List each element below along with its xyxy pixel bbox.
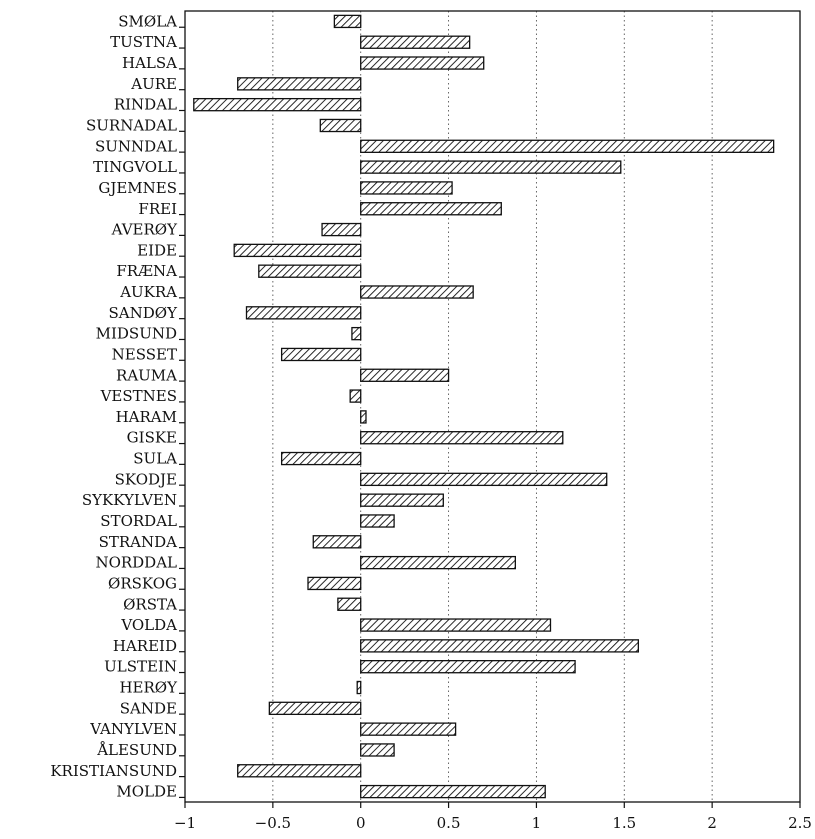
x-tick-label: 2 <box>707 814 717 832</box>
category-label: VANYLVEN <box>89 720 177 738</box>
bar-haram <box>360 410 367 424</box>
x-tick-label: 0 <box>356 814 366 832</box>
category-label: EIDE <box>137 241 177 259</box>
category-label: NESSET <box>112 345 177 363</box>
category-label: HERØY <box>119 679 178 697</box>
bar-aukra <box>360 285 474 299</box>
bar-hareid <box>360 639 639 653</box>
plot-frame <box>184 10 801 803</box>
category-label: STRANDA <box>99 533 178 551</box>
bar-ålesund <box>360 743 395 757</box>
bar-giske <box>360 431 564 445</box>
category-label: RINDAL <box>114 96 177 114</box>
category-label: TINGVOLL <box>93 158 177 176</box>
bar-rindal <box>193 97 362 112</box>
bar-herøy <box>356 680 362 695</box>
category-label: GJEMNES <box>98 179 177 197</box>
bar-sandøy <box>245 306 362 320</box>
x-tick-label: −0.5 <box>255 814 291 832</box>
bar-molde <box>360 784 546 799</box>
bar-vanylven <box>360 722 457 736</box>
bar-sykkylven <box>360 493 444 507</box>
bar-eide <box>233 243 362 258</box>
bar-tustna <box>360 35 471 49</box>
category-label: HARAM <box>116 408 177 426</box>
bar-tingvoll <box>360 160 622 174</box>
bar-ulstein <box>360 660 576 674</box>
category-label: TUSTNA <box>110 33 177 51</box>
category-label: HALSA <box>122 54 177 72</box>
category-label: SMØLA <box>118 12 177 30</box>
bar-stranda <box>312 535 362 549</box>
bar-halsa <box>360 56 485 70</box>
bar-norddal <box>360 555 516 570</box>
category-label: SKODJE <box>115 470 177 488</box>
category-labels: SMØLA TUSTNA HALSA AURE RINDAL SURNADAL SUNNDA… <box>50 12 178 800</box>
bar-stordal <box>360 514 395 528</box>
bar-rauma <box>360 368 450 382</box>
category-label: SANDØY <box>109 304 179 322</box>
category-label: AUKRA <box>119 283 177 301</box>
bars <box>193 14 775 799</box>
x-tick-labels: −1 −0.5 0 0.5 1 1.5 2 2.5 <box>174 814 812 832</box>
category-label: VESTNES <box>100 387 177 405</box>
bar-aure <box>237 77 362 91</box>
bar-nesset <box>280 347 362 362</box>
bar-smøla <box>333 14 362 29</box>
category-label: SANDE <box>120 699 177 717</box>
category-label: AVERØY <box>111 221 178 239</box>
category-label: SYKKYLVEN <box>82 491 177 509</box>
category-label: FRÆNA <box>116 262 177 280</box>
bar-surnadal <box>319 118 362 133</box>
category-label: FREI <box>138 200 177 218</box>
category-label: SULA <box>133 450 177 468</box>
category-label: SURNADAL <box>86 116 177 134</box>
x-tick-label: 1 <box>532 814 542 832</box>
bar-ørskog <box>307 576 362 591</box>
bar-vestnes <box>349 389 362 403</box>
category-label: MIDSUND <box>96 325 177 343</box>
bar-ørsta <box>337 597 362 611</box>
x-tick-label: −1 <box>174 814 196 832</box>
bar-sula <box>280 451 362 466</box>
x-tick-label: 0.5 <box>437 814 461 832</box>
category-label: ØRSTA <box>123 595 177 613</box>
category-label: MOLDE <box>116 783 177 801</box>
bar-midsund <box>351 326 362 341</box>
category-label: RAUMA <box>116 366 177 384</box>
category-label: KRISTIANSUND <box>50 762 177 780</box>
bar-sunndal <box>360 139 775 153</box>
bar-averøy <box>321 222 362 237</box>
x-tick-label: 1.5 <box>612 814 636 832</box>
bar-volda <box>360 618 552 632</box>
bar-fræna <box>258 264 362 278</box>
category-label: SUNNDAL <box>95 137 177 155</box>
bar-sande <box>268 701 362 716</box>
category-label: ÅLESUND <box>96 741 177 759</box>
bar-skodje <box>360 472 608 487</box>
category-label: HAREID <box>113 637 177 655</box>
category-label: VOLDA <box>120 616 177 634</box>
bar-frei <box>360 202 502 216</box>
bar-kristiansund <box>237 764 362 778</box>
category-label: STORDAL <box>100 512 177 530</box>
category-label: GISKE <box>127 429 177 447</box>
axis-ticks <box>179 26 801 808</box>
bar-gjemnes <box>360 181 453 195</box>
category-label: ØRSKOG <box>108 574 177 592</box>
category-label: NORDDAL <box>95 554 177 572</box>
category-label: AURE <box>130 75 177 93</box>
x-tick-label: 2.5 <box>788 814 812 832</box>
category-label: ULSTEIN <box>104 658 177 676</box>
